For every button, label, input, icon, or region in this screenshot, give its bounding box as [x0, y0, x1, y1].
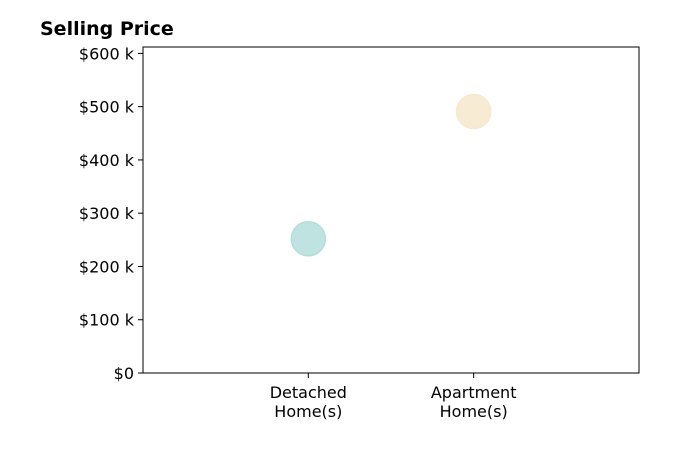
y-tick-label: $300 k	[79, 204, 135, 223]
data-point	[455, 93, 492, 130]
plot-area: $0 $100 k $200 k $300 k $400 k $500 k $600 k De…	[79, 44, 640, 421]
chart-title: Selling Price	[40, 18, 174, 40]
x-tick-label: Apartment Home(s)	[431, 383, 517, 421]
y-tick-label: $600 k	[79, 44, 135, 63]
y-tick-label: $200 k	[79, 257, 135, 276]
x-tick-label: Detached Home(s)	[270, 383, 347, 421]
y-tick-label: $500 k	[79, 98, 135, 117]
plot-frame	[142, 46, 640, 374]
data-point	[290, 221, 327, 257]
y-tick-label: $400 k	[79, 151, 135, 170]
y-tick-label: $100 k	[79, 311, 135, 330]
y-tick-label: $0	[114, 364, 134, 383]
